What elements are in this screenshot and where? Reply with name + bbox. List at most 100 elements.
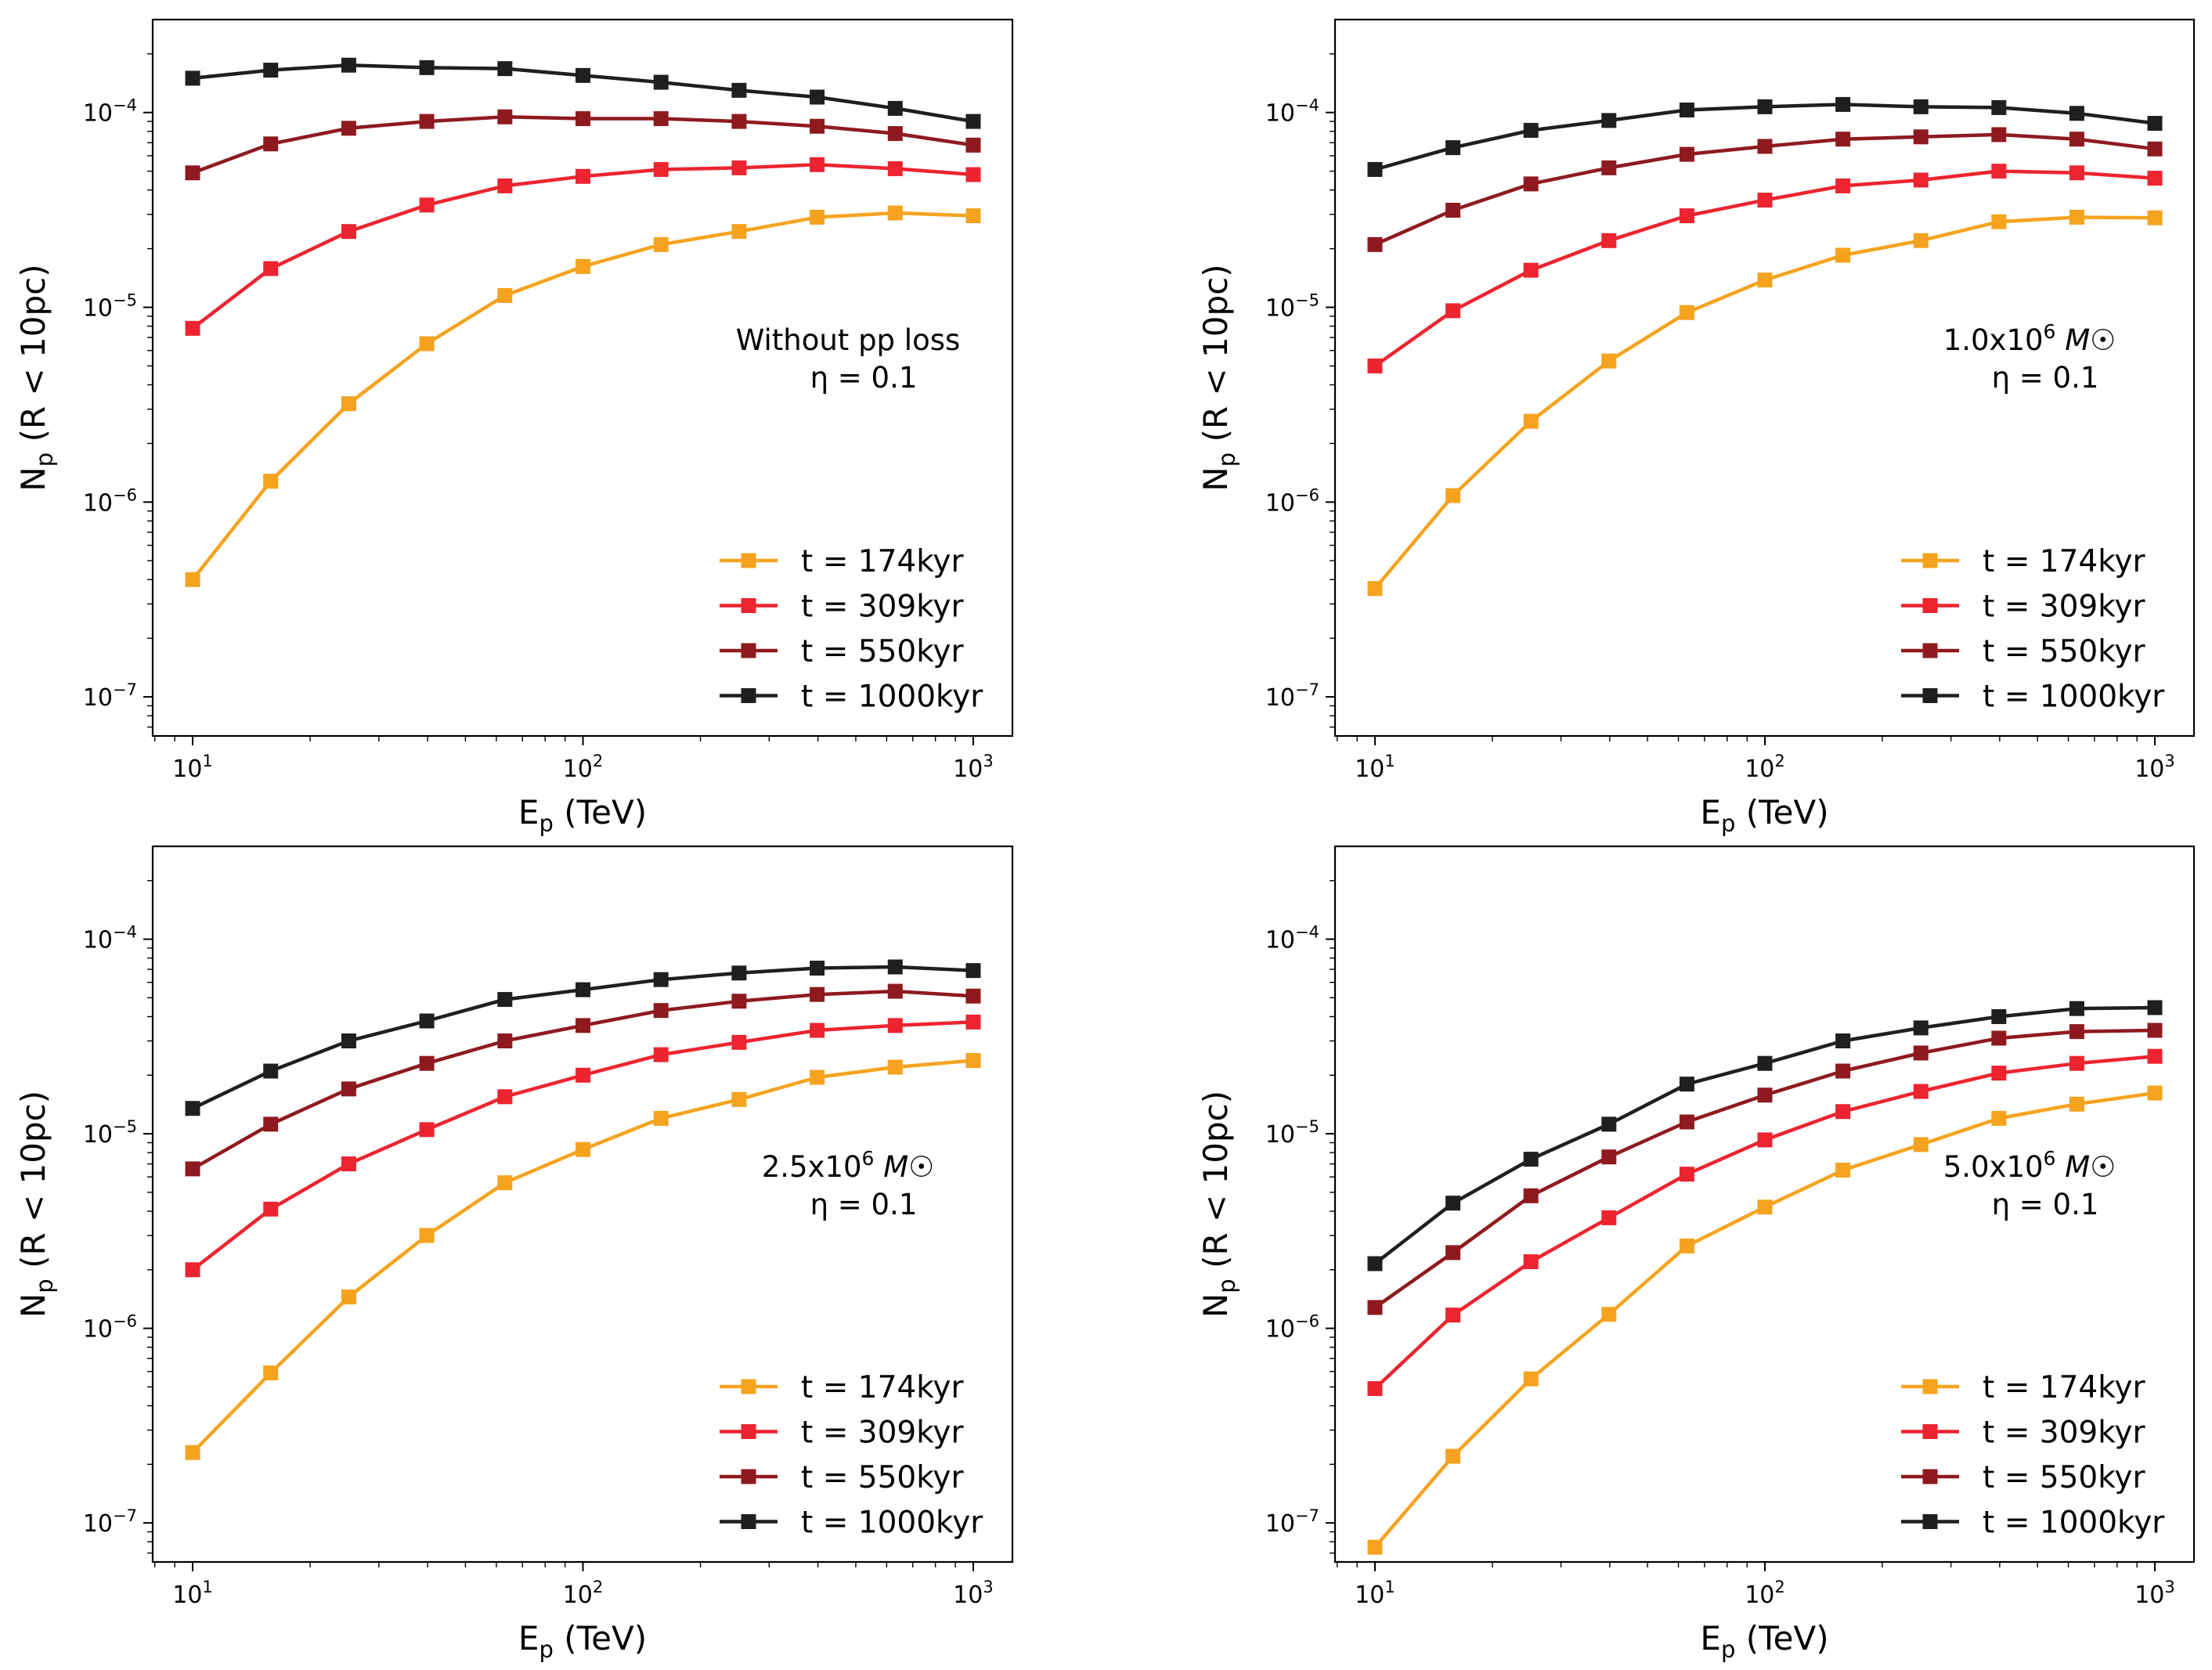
legend-entry: t = 1000kyr — [1901, 680, 2165, 715]
data-point — [1679, 1238, 1694, 1253]
legend-marker — [1922, 1469, 1938, 1484]
data-point — [263, 1063, 279, 1079]
data-point — [810, 209, 825, 225]
legend-label: t = 550kyr — [801, 634, 964, 669]
legend-entry: t = 309kyr — [720, 1416, 964, 1451]
data-point — [263, 136, 279, 152]
legend-label: t = 309kyr — [1983, 1416, 2145, 1451]
y-axis-label: Np (R < 10pc) — [1196, 264, 1240, 491]
y-axis-label: Np (R < 10pc) — [1196, 1091, 1240, 1318]
x-tick-label: 101 — [172, 1578, 213, 1609]
data-point — [1679, 146, 1694, 162]
data-point — [575, 258, 590, 274]
data-point — [731, 1034, 747, 1050]
x-tick-label: 102 — [563, 1578, 604, 1609]
data-point — [1523, 262, 1539, 278]
annotation-line-2: η = 0.1 — [1992, 1188, 2099, 1221]
data-point — [341, 224, 356, 240]
series-t1000 — [1367, 96, 2163, 177]
data-point — [185, 572, 200, 587]
data-point — [2069, 1055, 2084, 1071]
series-t309 — [185, 157, 981, 336]
data-point — [1445, 203, 1461, 218]
data-point — [497, 992, 513, 1008]
data-point — [1601, 1210, 1617, 1225]
data-point — [497, 61, 513, 77]
data-point — [810, 1023, 825, 1038]
data-point — [2147, 1023, 2163, 1038]
y-tick-label: 10−7 — [1265, 1506, 1319, 1538]
data-point — [419, 1122, 435, 1138]
data-point — [1835, 247, 1851, 263]
data-point — [653, 1003, 669, 1019]
y-axis-label: Np (R < 10pc) — [14, 1091, 58, 1318]
series-t1000 — [1367, 1000, 2163, 1271]
legend: t = 174kyr t = 309kyr t = 550kyr t = 1000ky… — [720, 544, 983, 715]
data-point — [1835, 178, 1851, 193]
legend-entry: t = 1000kyr — [720, 680, 983, 715]
data-point — [1835, 132, 1851, 147]
data-point — [575, 982, 590, 997]
x-axis-ticks: 101 102 103 — [1337, 736, 2175, 783]
data-point — [1835, 1063, 1851, 1079]
legend-entry: t = 174kyr — [1901, 544, 2145, 579]
data-point — [185, 1101, 200, 1116]
y-tick-label: 10−7 — [83, 680, 137, 712]
data-point — [887, 1018, 903, 1033]
data-point — [2147, 1000, 2163, 1015]
data-point — [1679, 1114, 1694, 1130]
data-point — [575, 1142, 590, 1157]
data-point — [653, 1110, 669, 1126]
data-point — [810, 1069, 825, 1085]
x-axis-ticks: 101 102 103 — [154, 736, 994, 783]
data-point — [341, 57, 356, 73]
data-point — [1601, 1116, 1617, 1132]
y-axis-label: Np (R < 10pc) — [14, 264, 58, 491]
y-axis-ticks: 10−7 10−6 10−5 10−4 — [83, 880, 153, 1554]
data-point — [1913, 1020, 1929, 1036]
data-point — [887, 205, 903, 221]
data-point — [1991, 1110, 2007, 1126]
legend-marker — [1922, 598, 1938, 613]
data-point — [810, 961, 825, 976]
data-point — [1991, 1030, 2007, 1046]
legend-entry: t = 550kyr — [1901, 634, 2145, 669]
data-point — [887, 100, 903, 116]
y-tick-label: 10−6 — [83, 485, 137, 517]
data-point — [1367, 1539, 1383, 1555]
data-point — [497, 1089, 513, 1105]
series-t550 — [1367, 1023, 2163, 1315]
data-point — [575, 111, 590, 127]
data-point — [1913, 172, 1929, 188]
data-point — [887, 983, 903, 999]
series-t550 — [185, 109, 981, 181]
data-point — [965, 988, 981, 1004]
legend-entry: t = 550kyr — [720, 1460, 964, 1495]
y-axis-ticks: 10−7 10−6 10−5 10−4 — [1265, 880, 1335, 1554]
x-tick-label: 101 — [1355, 1578, 1395, 1609]
data-point — [653, 1047, 669, 1062]
series-t309 — [1367, 164, 2163, 373]
data-point — [185, 70, 200, 86]
chart-panel-top-right: 101 102 103 10−7 10−6 10−5 10−4 Ep (TeV) Np (R <… — [1196, 18, 2196, 837]
data-point — [497, 109, 513, 124]
data-point — [341, 1081, 356, 1097]
data-point — [1679, 103, 1694, 118]
data-point — [1445, 303, 1461, 319]
data-point — [2069, 1096, 2084, 1112]
legend-marker — [1922, 643, 1938, 658]
data-point — [731, 994, 747, 1009]
data-point — [263, 474, 279, 489]
legend: t = 174kyr t = 309kyr t = 550kyr t = 1000ky… — [1901, 544, 2165, 715]
legend-label: t = 174kyr — [1983, 544, 2145, 579]
y-tick-label: 10−5 — [83, 290, 137, 322]
series-t174 — [1367, 1085, 2163, 1555]
data-point — [731, 965, 747, 981]
data-point — [1757, 139, 1773, 154]
data-point — [1913, 129, 1929, 145]
series-t174 — [185, 1053, 981, 1460]
y-axis-ticks: 10−7 10−6 10−5 10−4 — [1265, 53, 1335, 728]
data-point — [1367, 358, 1383, 373]
y-tick-label: 10−5 — [1265, 290, 1319, 322]
data-point — [263, 63, 279, 78]
